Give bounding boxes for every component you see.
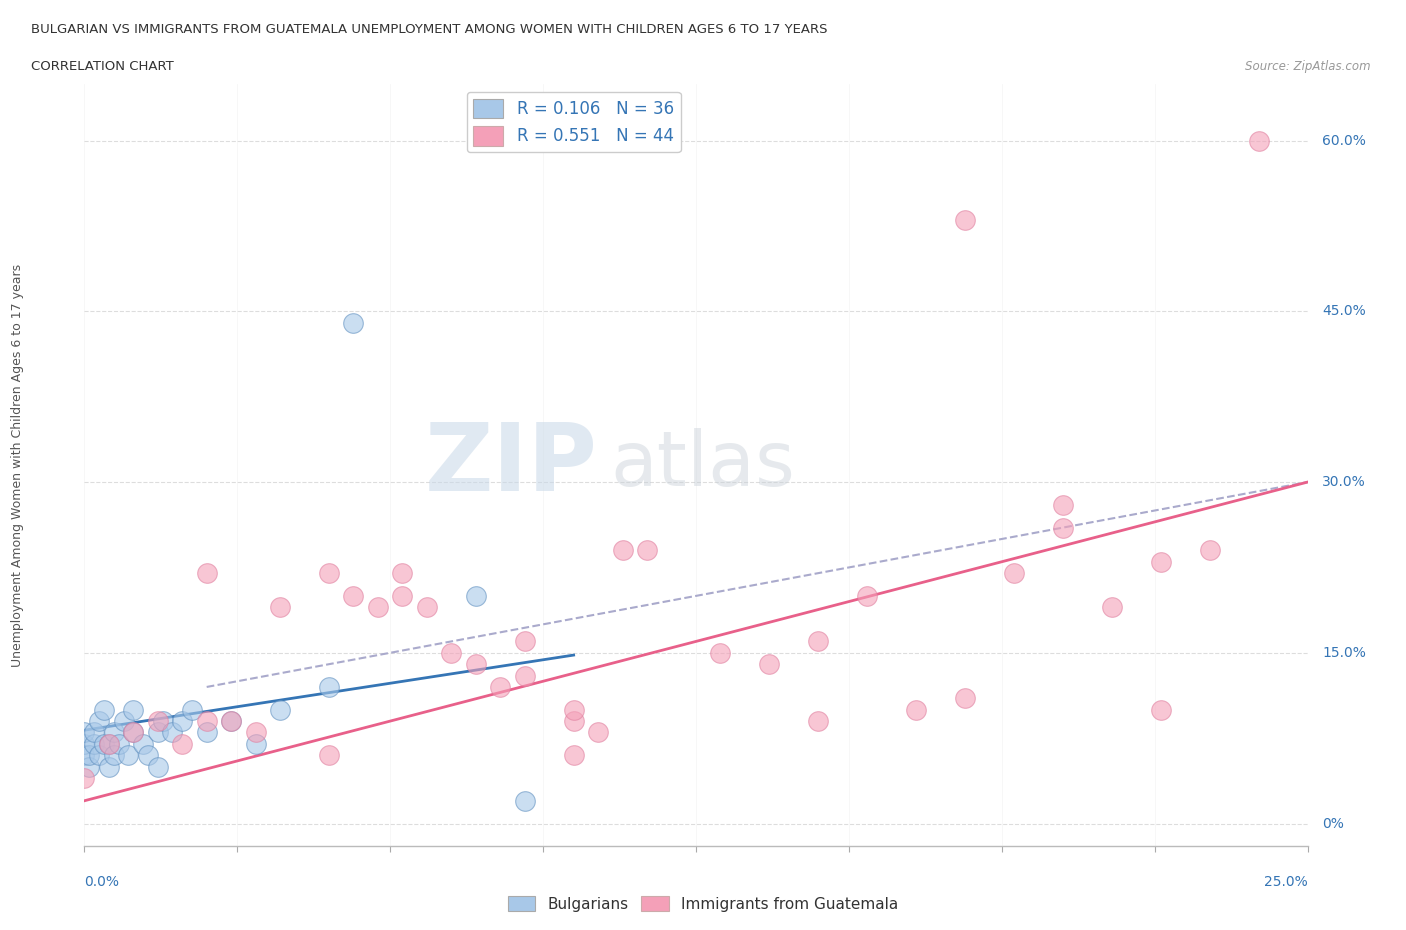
Point bbox=[103, 725, 125, 740]
Point bbox=[513, 668, 536, 683]
Point bbox=[807, 634, 830, 649]
Point bbox=[122, 725, 145, 740]
Point bbox=[117, 748, 139, 763]
Point bbox=[1052, 498, 1074, 512]
Text: 0.0%: 0.0% bbox=[84, 875, 120, 889]
Point bbox=[195, 713, 218, 728]
Point bbox=[464, 657, 486, 671]
Point bbox=[245, 737, 267, 751]
Point bbox=[807, 713, 830, 728]
Point bbox=[181, 702, 204, 717]
Point bbox=[146, 759, 169, 774]
Point bbox=[107, 737, 129, 751]
Point bbox=[1101, 600, 1123, 615]
Text: CORRELATION CHART: CORRELATION CHART bbox=[31, 60, 174, 73]
Point bbox=[97, 759, 120, 774]
Point bbox=[1052, 520, 1074, 535]
Legend: Bulgarians, Immigrants from Guatemala: Bulgarians, Immigrants from Guatemala bbox=[502, 889, 904, 918]
Point bbox=[1002, 565, 1025, 580]
Point bbox=[464, 589, 486, 604]
Point bbox=[172, 713, 194, 728]
Point bbox=[73, 771, 96, 786]
Text: Unemployment Among Women with Children Ages 6 to 17 years: Unemployment Among Women with Children A… bbox=[11, 263, 24, 667]
Point bbox=[103, 748, 125, 763]
Point bbox=[73, 725, 96, 740]
Point bbox=[586, 725, 609, 740]
Point bbox=[367, 600, 389, 615]
Point bbox=[391, 589, 413, 604]
Point bbox=[709, 645, 731, 660]
Point bbox=[391, 565, 413, 580]
Point bbox=[97, 737, 120, 751]
Point bbox=[513, 634, 536, 649]
Point bbox=[905, 702, 928, 717]
Point bbox=[112, 713, 135, 728]
Point bbox=[122, 702, 145, 717]
Text: 25.0%: 25.0% bbox=[1264, 875, 1308, 889]
Point bbox=[146, 713, 169, 728]
Point bbox=[513, 793, 536, 808]
Point bbox=[758, 657, 780, 671]
Point bbox=[562, 713, 585, 728]
Text: Source: ZipAtlas.com: Source: ZipAtlas.com bbox=[1246, 60, 1371, 73]
Point bbox=[489, 680, 512, 695]
Point bbox=[162, 725, 184, 740]
Point bbox=[245, 725, 267, 740]
Point bbox=[342, 315, 364, 330]
Text: 15.0%: 15.0% bbox=[1322, 645, 1367, 659]
Point bbox=[172, 737, 194, 751]
Point bbox=[146, 725, 169, 740]
Point bbox=[318, 680, 340, 695]
Point bbox=[87, 748, 110, 763]
Point bbox=[83, 737, 105, 751]
Point bbox=[562, 702, 585, 717]
Point bbox=[97, 737, 120, 751]
Point bbox=[195, 725, 218, 740]
Point bbox=[636, 543, 658, 558]
Point bbox=[318, 565, 340, 580]
Text: 30.0%: 30.0% bbox=[1322, 475, 1367, 489]
Point bbox=[562, 748, 585, 763]
Point bbox=[136, 748, 159, 763]
Point bbox=[219, 713, 242, 728]
Point bbox=[612, 543, 634, 558]
Point bbox=[77, 748, 100, 763]
Point bbox=[195, 565, 218, 580]
Point bbox=[953, 691, 976, 706]
Point bbox=[318, 748, 340, 763]
Legend: R = 0.106   N = 36, R = 0.551   N = 44: R = 0.106 N = 36, R = 0.551 N = 44 bbox=[467, 92, 681, 153]
Text: BULGARIAN VS IMMIGRANTS FROM GUATEMALA UNEMPLOYMENT AMONG WOMEN WITH CHILDREN AG: BULGARIAN VS IMMIGRANTS FROM GUATEMALA U… bbox=[31, 23, 828, 36]
Point bbox=[73, 737, 96, 751]
Point bbox=[87, 713, 110, 728]
Point bbox=[1150, 554, 1173, 569]
Point bbox=[342, 589, 364, 604]
Point bbox=[122, 725, 145, 740]
Point bbox=[1150, 702, 1173, 717]
Point bbox=[1247, 133, 1270, 148]
Point bbox=[440, 645, 463, 660]
Text: atlas: atlas bbox=[610, 428, 796, 502]
Point bbox=[83, 725, 105, 740]
Point bbox=[269, 600, 291, 615]
Point bbox=[73, 748, 96, 763]
Text: ZIP: ZIP bbox=[425, 419, 598, 511]
Point bbox=[77, 759, 100, 774]
Point bbox=[1198, 543, 1220, 558]
Point bbox=[132, 737, 155, 751]
Point bbox=[269, 702, 291, 717]
Point bbox=[219, 713, 242, 728]
Point bbox=[152, 713, 174, 728]
Text: 60.0%: 60.0% bbox=[1322, 134, 1367, 148]
Point bbox=[93, 737, 115, 751]
Point bbox=[93, 702, 115, 717]
Point bbox=[953, 213, 976, 228]
Text: 0%: 0% bbox=[1322, 817, 1344, 830]
Point bbox=[856, 589, 879, 604]
Point bbox=[416, 600, 439, 615]
Text: 45.0%: 45.0% bbox=[1322, 304, 1367, 318]
